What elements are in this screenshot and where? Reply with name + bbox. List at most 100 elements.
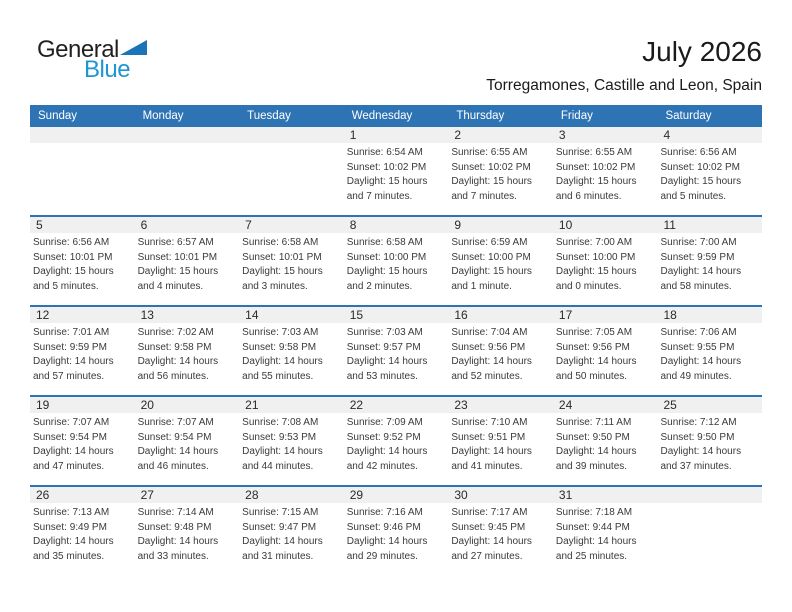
sunrise-text: Sunrise: 7:13 AM	[33, 507, 110, 518]
sunset-text: Sunset: 9:50 PM	[555, 431, 630, 443]
weekday-header-monday: Monday	[142, 110, 184, 122]
sunrise-text: Sunrise: 6:56 AM	[33, 237, 110, 248]
day-band-empty	[239, 127, 344, 143]
weekday-header-tuesday: Tuesday	[247, 110, 291, 122]
day-number: 4	[657, 127, 763, 143]
day-number: 11	[657, 217, 763, 233]
day-number: 13	[134, 307, 240, 323]
day-cell-28: 28 Sunrise: 7:15 AM Sunset: 9:47 PM Dayligh…	[239, 487, 344, 575]
daylight-text-2: and 31 minutes.	[242, 550, 314, 562]
day-cell-22: 22 Sunrise: 7:09 AM Sunset: 9:52 PM Dayligh…	[343, 397, 449, 485]
day-details: Sunrise: 7:05 AM Sunset: 9:56 PM Daylight:…	[553, 323, 658, 384]
daylight-text-1: Daylight: 14 hours	[242, 356, 323, 367]
day-details: Sunrise: 7:03 AM Sunset: 9:58 PM Daylight:…	[239, 323, 344, 384]
day-number: 25	[657, 397, 763, 413]
day-details: Sunrise: 7:13 AM Sunset: 9:49 PM Daylight:…	[30, 503, 135, 564]
day-cell-14: 14 Sunrise: 7:03 AM Sunset: 9:58 PM Dayligh…	[239, 307, 344, 395]
day-number: 28	[239, 487, 344, 503]
weekday-header-row: Sunday Monday Tuesday Wednesday Thursday Frid…	[30, 105, 762, 127]
daylight-text-1: Daylight: 14 hours	[346, 536, 428, 547]
daylight-text-1: Daylight: 15 hours	[346, 176, 428, 187]
day-cell-30: 30 Sunrise: 7:17 AM Sunset: 9:45 PM Dayligh…	[448, 487, 553, 575]
sunrise-text: Sunrise: 6:58 AM	[346, 237, 423, 248]
day-number: 10	[552, 217, 658, 233]
daylight-text-1: Daylight: 14 hours	[660, 446, 742, 457]
day-number: 23	[448, 397, 553, 413]
sunrise-text: Sunrise: 7:03 AM	[242, 327, 319, 338]
sunrise-text: Sunrise: 7:10 AM	[451, 417, 528, 428]
month-title: July 2026	[642, 36, 762, 67]
daylight-text-1: Daylight: 14 hours	[33, 356, 114, 367]
day-details: Sunrise: 6:54 AM Sunset: 10:02 PM Daylight…	[344, 143, 449, 204]
day-details: Sunrise: 7:07 AM Sunset: 9:54 PM Daylight:…	[135, 413, 240, 474]
day-number: 5	[30, 217, 135, 233]
daylight-text-1: Daylight: 14 hours	[555, 356, 637, 367]
day-number: 29	[343, 487, 449, 503]
day-band-empty	[657, 487, 763, 503]
day-cell-7: 7 Sunrise: 6:58 AM Sunset: 10:01 PM Dayligh…	[239, 217, 344, 305]
sunrise-text: Sunrise: 7:08 AM	[242, 417, 319, 428]
sunset-text: Sunset: 9:54 PM	[137, 431, 212, 443]
day-cell-1: 1 Sunrise: 6:54 AM Sunset: 10:02 PM Dayligh…	[343, 127, 449, 215]
daylight-text-2: and 1 minute.	[451, 280, 512, 292]
day-details: Sunrise: 7:07 AM Sunset: 9:54 PM Daylight:…	[30, 413, 135, 474]
sunrise-text: Sunrise: 7:16 AM	[346, 507, 423, 518]
daylight-text-1: Daylight: 14 hours	[33, 536, 114, 547]
sunset-text: Sunset: 10:01 PM	[242, 251, 322, 263]
daylight-text-1: Daylight: 15 hours	[137, 266, 219, 277]
daylight-text-2: and 2 minutes.	[346, 280, 413, 292]
daylight-text-1: Daylight: 14 hours	[137, 356, 219, 367]
daylight-text-1: Daylight: 15 hours	[33, 266, 114, 277]
daylight-text-1: Daylight: 15 hours	[451, 176, 532, 187]
daylight-text-1: Daylight: 14 hours	[555, 536, 637, 547]
weekday-header-thursday: Thursday	[456, 110, 505, 122]
sunrise-text: Sunrise: 7:12 AM	[660, 417, 737, 428]
sunset-text: Sunset: 10:01 PM	[33, 251, 113, 263]
weekday-header-saturday: Saturday	[665, 110, 712, 122]
daylight-text-1: Daylight: 15 hours	[555, 176, 637, 187]
sunset-text: Sunset: 9:45 PM	[451, 521, 526, 533]
daylight-text-1: Daylight: 14 hours	[242, 536, 323, 547]
sunrise-text: Sunrise: 7:17 AM	[451, 507, 528, 518]
day-number: 24	[552, 397, 658, 413]
day-cell-5: 5 Sunrise: 6:56 AM Sunset: 10:01 PM Dayligh…	[30, 217, 135, 305]
daylight-text-1: Daylight: 15 hours	[451, 266, 532, 277]
day-cell-15: 15 Sunrise: 7:03 AM Sunset: 9:57 PM Dayligh…	[343, 307, 449, 395]
day-details: Sunrise: 7:14 AM Sunset: 9:48 PM Daylight:…	[135, 503, 240, 564]
daylight-text-2: and 44 minutes.	[242, 460, 314, 472]
day-details: Sunrise: 7:15 AM Sunset: 9:47 PM Daylight:…	[239, 503, 344, 564]
sunset-text: Sunset: 10:00 PM	[555, 251, 636, 263]
day-number: 18	[657, 307, 763, 323]
sunset-text: Sunset: 9:57 PM	[346, 341, 421, 353]
logo-line-1: General	[37, 38, 148, 62]
sunset-text: Sunset: 9:56 PM	[451, 341, 526, 353]
daylight-text-2: and 7 minutes.	[451, 190, 517, 202]
day-cell-25: 25 Sunrise: 7:12 AM Sunset: 9:50 PM Dayligh…	[657, 397, 763, 485]
day-cell-26: 26 Sunrise: 7:13 AM Sunset: 9:49 PM Dayligh…	[30, 487, 135, 575]
logo-text-blue: Blue	[84, 56, 131, 83]
daylight-text-1: Daylight: 14 hours	[555, 446, 637, 457]
day-cell-20: 20 Sunrise: 7:07 AM Sunset: 9:54 PM Dayligh…	[134, 397, 240, 485]
day-number: 12	[30, 307, 135, 323]
day-details: Sunrise: 6:59 AM Sunset: 10:00 PM Daylight…	[448, 233, 553, 294]
daylight-text-2: and 5 minutes.	[660, 190, 727, 202]
daylight-text-1: Daylight: 14 hours	[346, 356, 428, 367]
daylight-text-2: and 55 minutes.	[242, 370, 314, 382]
sunrise-text: Sunrise: 7:11 AM	[555, 417, 632, 428]
day-number: 1	[343, 127, 449, 143]
daylight-text-1: Daylight: 14 hours	[346, 446, 428, 457]
day-number: 16	[448, 307, 553, 323]
day-details: Sunrise: 7:11 AM Sunset: 9:50 PM Daylight:…	[553, 413, 658, 474]
sunset-text: Sunset: 9:59 PM	[660, 251, 735, 263]
day-details: Sunrise: 7:00 AM Sunset: 10:00 PM Daylight…	[553, 233, 658, 294]
sunset-text: Sunset: 9:53 PM	[242, 431, 317, 443]
sunset-text: Sunset: 9:51 PM	[451, 431, 526, 443]
day-number: 30	[448, 487, 553, 503]
calendar-grid: 1 Sunrise: 6:54 AM Sunset: 10:02 PM Dayligh…	[30, 127, 763, 575]
week-row-1: 1 Sunrise: 6:54 AM Sunset: 10:02 PM Dayligh…	[30, 127, 763, 215]
day-number: 31	[552, 487, 658, 503]
day-details: Sunrise: 7:09 AM Sunset: 9:52 PM Daylight:…	[344, 413, 449, 474]
daylight-text-2: and 47 minutes.	[33, 460, 105, 472]
sunset-text: Sunset: 10:00 PM	[346, 251, 427, 263]
sunset-text: Sunset: 9:46 PM	[346, 521, 421, 533]
